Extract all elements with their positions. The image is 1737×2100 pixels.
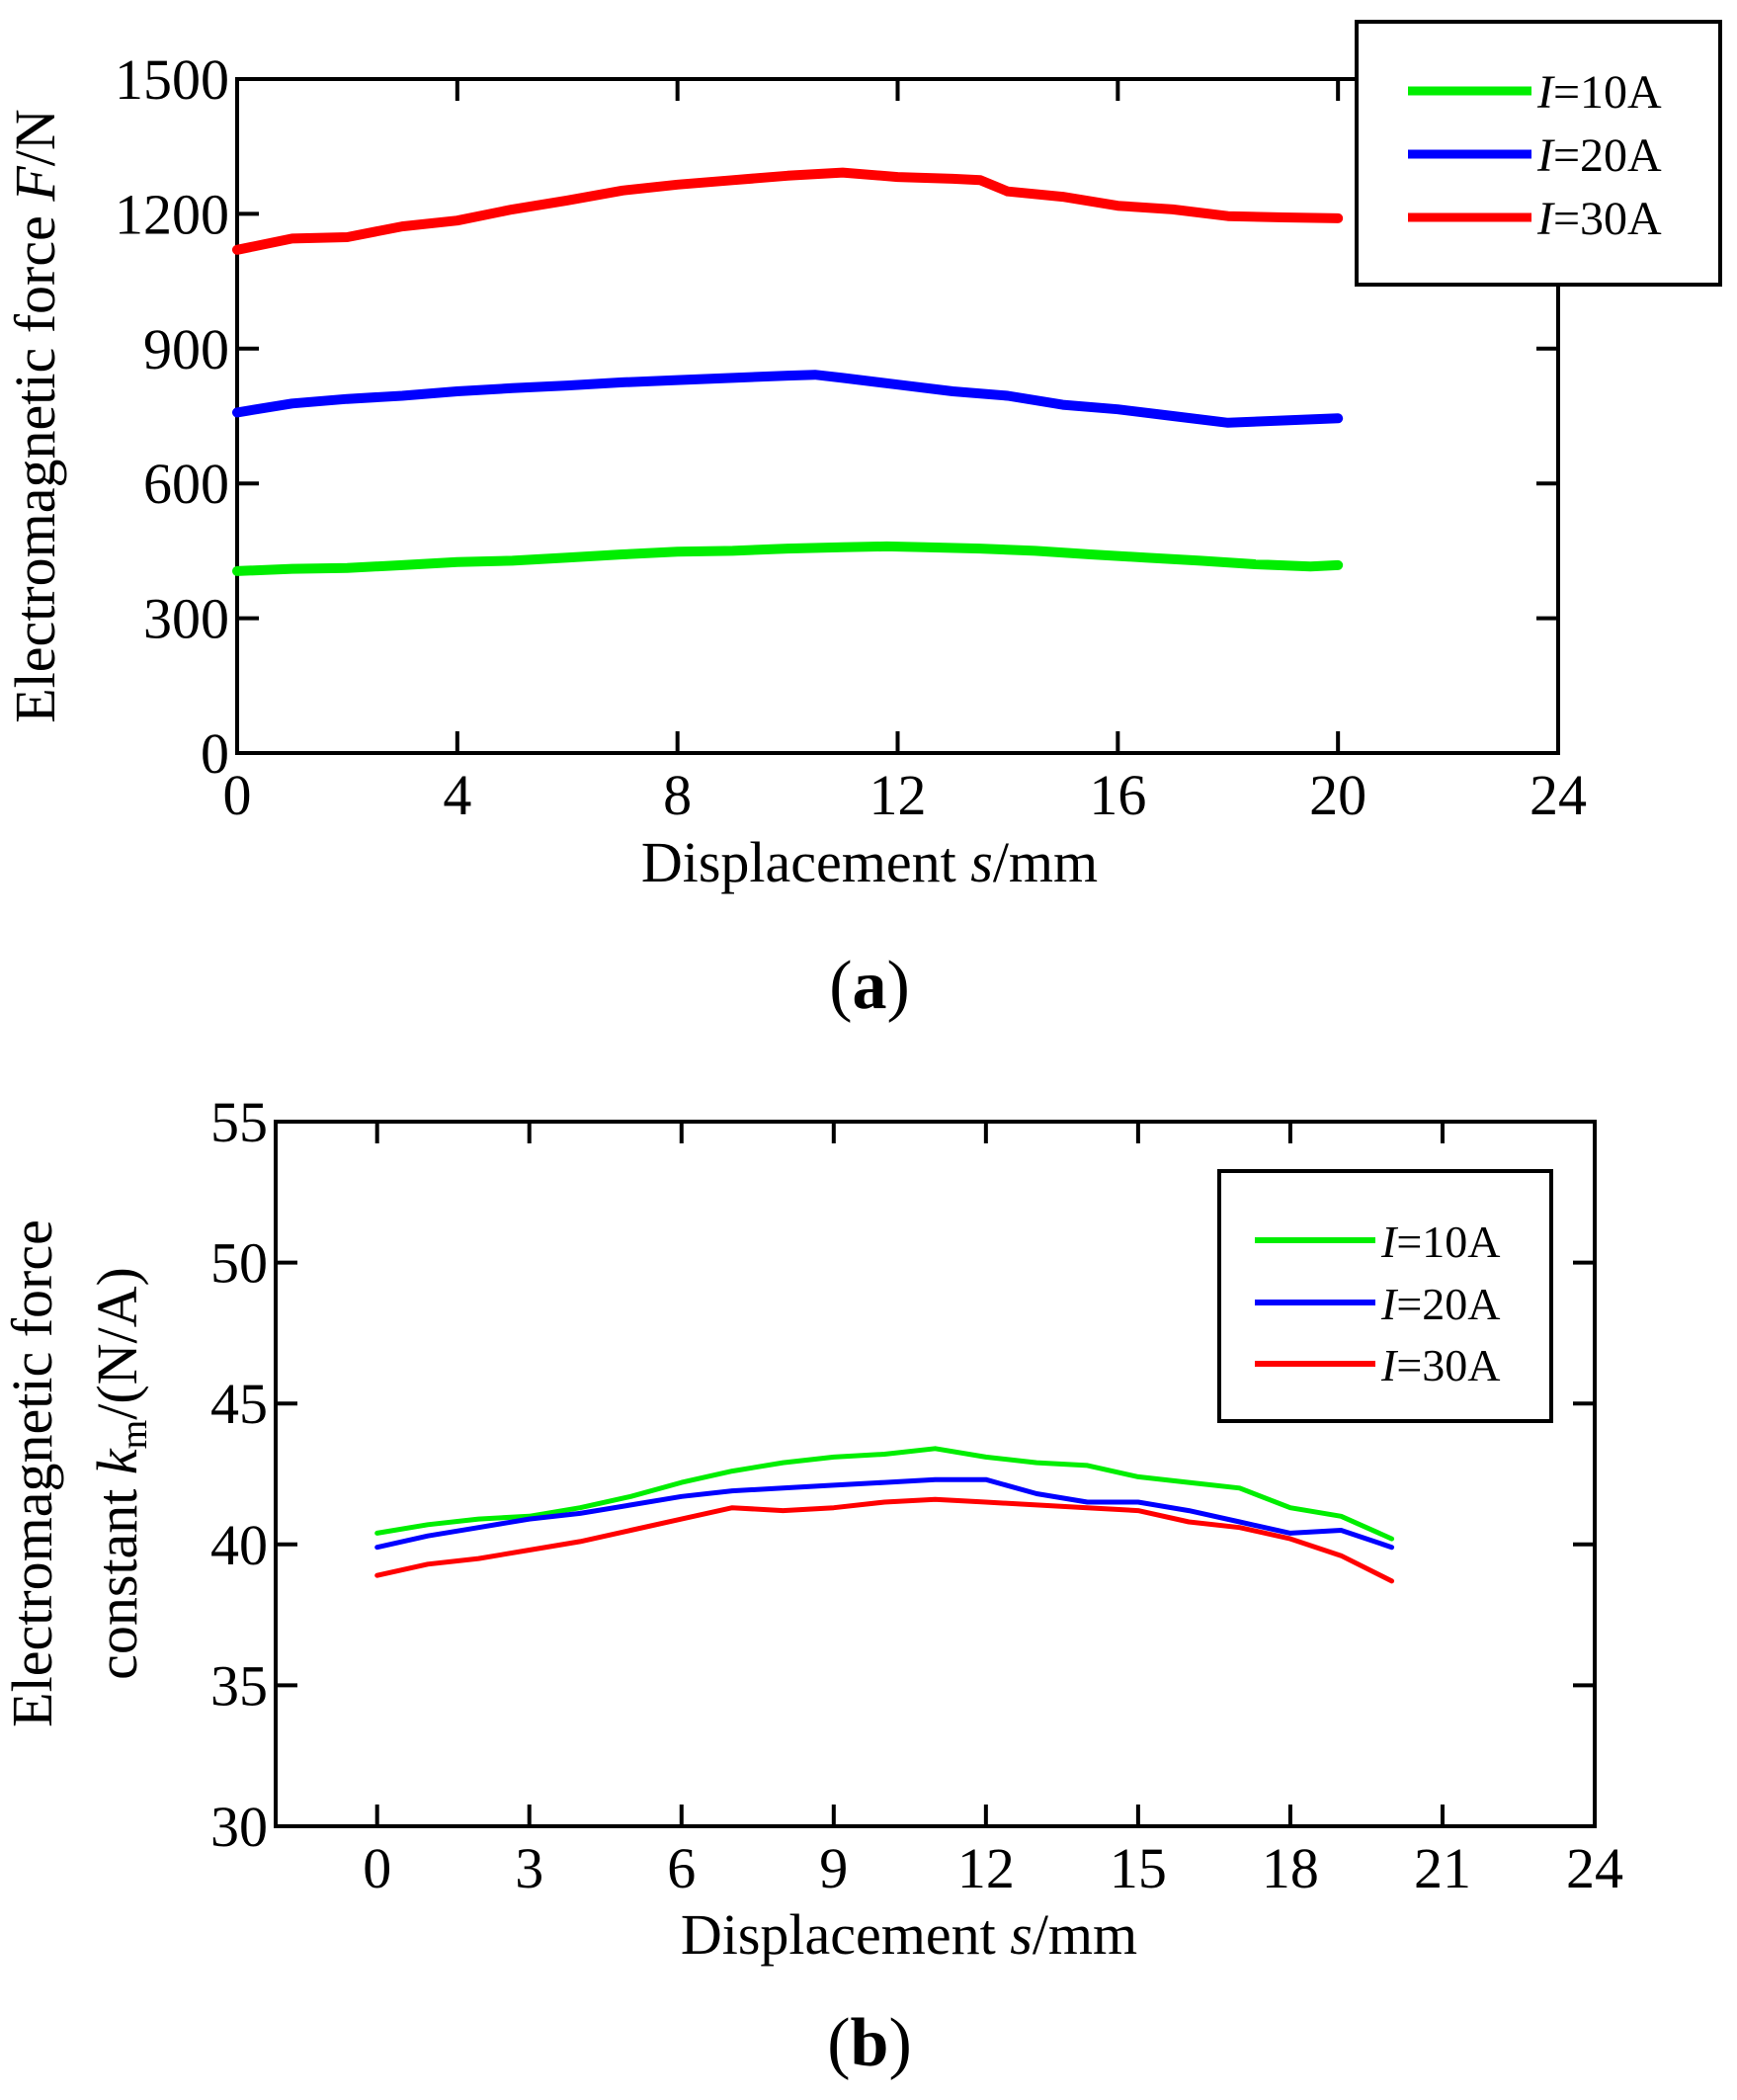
x-tick-label: 12 (869, 763, 927, 827)
figure-caption: (a) (829, 948, 910, 1024)
series-line-20a (232, 370, 1344, 428)
series-line-20a (374, 1476, 1395, 1551)
y-tick-label: 900 (143, 317, 229, 381)
y-tick-label: 55 (210, 1090, 268, 1154)
y-tick-label: 1200 (115, 182, 229, 246)
y-tick-label: 0 (201, 721, 229, 786)
x-tick-label: 15 (1110, 1836, 1167, 1900)
x-tick-label: 20 (1309, 763, 1366, 827)
x-tick-label: 6 (667, 1836, 696, 1900)
legend-label: I=10A (1380, 1217, 1501, 1267)
x-tick-label: 3 (515, 1836, 543, 1900)
chart-a: 0 300 600 900 1200 1500 0 4 8 12 16 20 24 Displacemen… (3, 20, 1722, 1024)
x-tick-label: 9 (819, 1836, 848, 1900)
y-tick-label: 35 (210, 1653, 268, 1718)
x-tick-label: 12 (957, 1836, 1015, 1900)
x-tick-label: 18 (1262, 1836, 1319, 1900)
y-tick-label: 50 (210, 1231, 268, 1296)
legend-label: I=30A (1536, 193, 1662, 245)
x-tick-label: 0 (363, 1836, 391, 1900)
chart-b: 30 35 40 45 50 55 0 3 6 9 12 15 18 21 24 Displacement s… (0, 1090, 1623, 2081)
series-line-30a (374, 1496, 1395, 1584)
x-axis-title: Displacement s/mm (681, 1902, 1137, 1967)
plot-frame (274, 1120, 1597, 1828)
x-tick-label: 0 (223, 763, 252, 827)
y-axis-title-line1: Electromagnetic force (0, 1219, 64, 1727)
x-tick-label: 8 (663, 763, 692, 827)
y-axis-title-line2: constant km/(N/A) (85, 1267, 155, 1680)
x-tick-label: 4 (443, 763, 471, 827)
x-tick-label: 24 (1566, 1836, 1623, 1900)
legend: I=10A I=20A I=30A (1217, 1169, 1553, 1423)
series-line-10a (374, 1446, 1395, 1542)
y-tick-label: 1500 (115, 47, 229, 112)
y-tick-label: 600 (143, 452, 229, 516)
figure-caption: (b) (827, 2005, 912, 2081)
y-tick-label: 45 (210, 1372, 268, 1436)
y-tick-label: 40 (210, 1513, 268, 1577)
legend-label: I=20A (1380, 1279, 1501, 1329)
series-line-10a (232, 541, 1344, 576)
legend-label: I=10A (1536, 66, 1662, 119)
y-tick-label: 30 (210, 1795, 268, 1859)
legend-box (1217, 1169, 1553, 1423)
x-axis-title: Displacement s/mm (641, 830, 1098, 894)
legend-label: I=30A (1380, 1340, 1501, 1390)
legend-label: I=20A (1536, 129, 1662, 182)
y-axis-title: Electromagnetic force F/N (3, 109, 67, 723)
y-tick-label: 300 (143, 587, 229, 651)
legend: I=10A I=20A I=30A (1355, 20, 1722, 287)
x-tick-label: 16 (1089, 763, 1146, 827)
x-tick-label: 21 (1414, 1836, 1471, 1900)
x-tick-label: 24 (1530, 763, 1587, 827)
series-line-30a (232, 167, 1344, 255)
